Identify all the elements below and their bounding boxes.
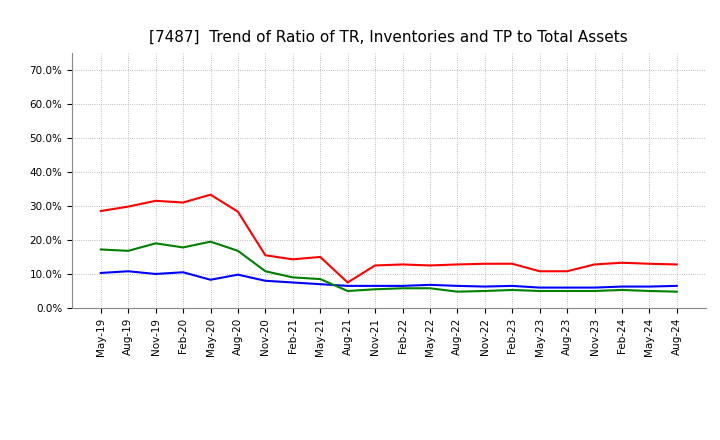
- Trade Payables: [316, 276, 325, 282]
- Trade Payables: [96, 247, 105, 252]
- Inventories: [151, 271, 160, 277]
- Inventories: [563, 285, 572, 290]
- Trade Payables: [289, 275, 297, 280]
- Trade Payables: [508, 287, 516, 293]
- Inventories: [371, 283, 379, 289]
- Trade Payables: [645, 288, 654, 293]
- Trade Receivables: [508, 261, 516, 266]
- Trade Receivables: [590, 262, 599, 267]
- Trade Receivables: [124, 204, 132, 209]
- Trade Receivables: [233, 209, 242, 214]
- Trade Payables: [371, 286, 379, 292]
- Inventories: [453, 283, 462, 289]
- Trade Payables: [672, 289, 681, 294]
- Trade Payables: [480, 288, 489, 293]
- Line: Trade Receivables: Trade Receivables: [101, 194, 677, 282]
- Inventories: [206, 277, 215, 282]
- Inventories: [96, 270, 105, 275]
- Trade Receivables: [151, 198, 160, 203]
- Trade Receivables: [96, 209, 105, 214]
- Inventories: [536, 285, 544, 290]
- Inventories: [480, 284, 489, 289]
- Trade Receivables: [316, 254, 325, 260]
- Trade Payables: [151, 241, 160, 246]
- Trade Payables: [453, 289, 462, 294]
- Trade Payables: [426, 286, 434, 291]
- Inventories: [179, 270, 187, 275]
- Inventories: [426, 282, 434, 287]
- Trade Receivables: [480, 261, 489, 266]
- Inventories: [124, 268, 132, 274]
- Trade Receivables: [289, 257, 297, 262]
- Trade Payables: [398, 286, 407, 291]
- Trade Receivables: [343, 280, 352, 285]
- Trade Receivables: [206, 192, 215, 197]
- Inventories: [261, 278, 270, 283]
- Trade Payables: [343, 288, 352, 293]
- Trade Payables: [179, 245, 187, 250]
- Trade Payables: [124, 248, 132, 253]
- Trade Receivables: [453, 262, 462, 267]
- Inventories: [645, 284, 654, 289]
- Inventories: [508, 283, 516, 289]
- Trade Receivables: [563, 268, 572, 274]
- Line: Inventories: Inventories: [101, 271, 677, 288]
- Trade Payables: [261, 268, 270, 274]
- Trade Payables: [536, 288, 544, 293]
- Trade Payables: [618, 287, 626, 293]
- Inventories: [590, 285, 599, 290]
- Trade Payables: [233, 248, 242, 253]
- Title: [7487]  Trend of Ratio of TR, Inventories and TP to Total Assets: [7487] Trend of Ratio of TR, Inventories…: [150, 29, 628, 45]
- Trade Receivables: [672, 262, 681, 267]
- Inventories: [316, 282, 325, 287]
- Inventories: [233, 272, 242, 277]
- Trade Payables: [206, 239, 215, 244]
- Trade Receivables: [261, 253, 270, 258]
- Trade Payables: [563, 288, 572, 293]
- Inventories: [398, 283, 407, 289]
- Trade Receivables: [398, 262, 407, 267]
- Line: Trade Payables: Trade Payables: [101, 242, 677, 292]
- Trade Receivables: [618, 260, 626, 265]
- Trade Receivables: [426, 263, 434, 268]
- Inventories: [618, 284, 626, 289]
- Trade Receivables: [179, 200, 187, 205]
- Trade Receivables: [371, 263, 379, 268]
- Trade Receivables: [645, 261, 654, 266]
- Trade Payables: [590, 288, 599, 293]
- Inventories: [343, 283, 352, 289]
- Trade Receivables: [536, 268, 544, 274]
- Inventories: [672, 283, 681, 289]
- Inventories: [289, 280, 297, 285]
